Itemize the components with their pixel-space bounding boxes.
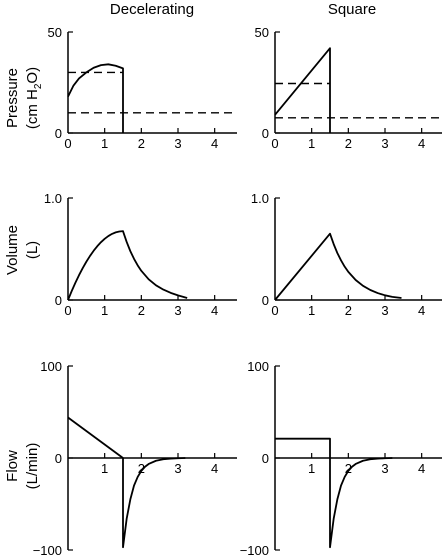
x-tick-label: 1 bbox=[308, 303, 315, 318]
series-line bbox=[122, 457, 186, 549]
chart-panel-1: 0 1 2 3 4 0 50 bbox=[255, 25, 442, 151]
y-tick-label: 100 bbox=[40, 359, 62, 374]
x-tick-label: 4 bbox=[418, 461, 425, 476]
row-label-flow: Flow bbox=[4, 450, 21, 482]
x-tick-label: 3 bbox=[174, 303, 181, 318]
series-line bbox=[67, 230, 188, 301]
x-tick-label: 2 bbox=[138, 303, 145, 318]
y-tick-label: 0 bbox=[262, 126, 269, 141]
series-line bbox=[67, 63, 124, 133]
x-tick-label: 3 bbox=[174, 461, 181, 476]
series-line bbox=[274, 232, 402, 301]
x-tick-label: 4 bbox=[211, 461, 218, 476]
x-tick-label: 2 bbox=[345, 303, 352, 318]
x-tick-label: 1 bbox=[101, 136, 108, 151]
x-tick-label: 2 bbox=[138, 461, 145, 476]
row-label-flow-unit: (L/min) bbox=[24, 443, 41, 490]
series-line bbox=[274, 47, 331, 133]
x-tick-label: 0 bbox=[271, 303, 278, 318]
y-tick-label: 0 bbox=[55, 126, 62, 141]
x-tick-label: 2 bbox=[345, 461, 352, 476]
x-tick-label: 1 bbox=[101, 461, 108, 476]
y-tick-label: 0 bbox=[55, 293, 62, 308]
chart-panel-0: 0 1 2 3 4 0 50 bbox=[48, 25, 237, 151]
column-title-decelerating: Decelerating bbox=[110, 1, 194, 18]
x-tick-label: 0 bbox=[64, 136, 71, 151]
row-label-volume-unit: (L) bbox=[24, 241, 41, 259]
series-line bbox=[329, 457, 393, 549]
x-tick-label: 2 bbox=[345, 136, 352, 151]
chart-panel-5: 1 2 3 4 −100 0 100 bbox=[240, 359, 442, 558]
x-tick-label: 1 bbox=[308, 461, 315, 476]
x-tick-label: 3 bbox=[381, 136, 388, 151]
chart-panel-2: 0 1 2 3 4 0 1.0 bbox=[44, 191, 237, 318]
x-tick-label: 4 bbox=[418, 136, 425, 151]
y-tick-label: 50 bbox=[255, 25, 269, 40]
x-tick-label: 1 bbox=[101, 303, 108, 318]
y-tick-label: 1.0 bbox=[251, 191, 269, 206]
y-tick-label: 1.0 bbox=[44, 191, 62, 206]
chart-panels: 0 1 2 3 4 0 50 0 1 2 3 4 0 50 0 1 2 3 4 0 1.0 0 1 2 3 4 0 1.0 1 2 3 4 −1… bbox=[33, 25, 442, 558]
y-tick-label: 0 bbox=[55, 451, 62, 466]
x-tick-label: 4 bbox=[418, 303, 425, 318]
x-tick-label: 1 bbox=[308, 136, 315, 151]
y-tick-label: 0 bbox=[262, 293, 269, 308]
row-label-pressure-unit: (cm H2O) bbox=[24, 67, 44, 129]
series-line bbox=[67, 416, 124, 459]
row-label-pressure: Pressure bbox=[4, 68, 21, 128]
chart-panel-4: 1 2 3 4 −100 0 100 bbox=[33, 359, 237, 558]
x-tick-label: 3 bbox=[381, 461, 388, 476]
y-tick-label: −100 bbox=[240, 543, 269, 558]
x-tick-label: 3 bbox=[381, 303, 388, 318]
y-tick-label: 50 bbox=[48, 25, 62, 40]
chart-panel-3: 0 1 2 3 4 0 1.0 bbox=[251, 191, 442, 318]
x-tick-label: 0 bbox=[64, 303, 71, 318]
column-title-square: Square bbox=[328, 1, 376, 18]
x-tick-label: 0 bbox=[271, 136, 278, 151]
y-tick-label: 100 bbox=[247, 359, 269, 374]
row-label-volume: Volume bbox=[4, 225, 21, 275]
y-tick-label: 0 bbox=[262, 451, 269, 466]
x-tick-label: 4 bbox=[211, 136, 218, 151]
series-line bbox=[275, 437, 331, 458]
x-tick-label: 3 bbox=[174, 136, 181, 151]
y-tick-label: −100 bbox=[33, 543, 62, 558]
x-tick-label: 4 bbox=[211, 303, 218, 318]
x-tick-label: 2 bbox=[138, 136, 145, 151]
